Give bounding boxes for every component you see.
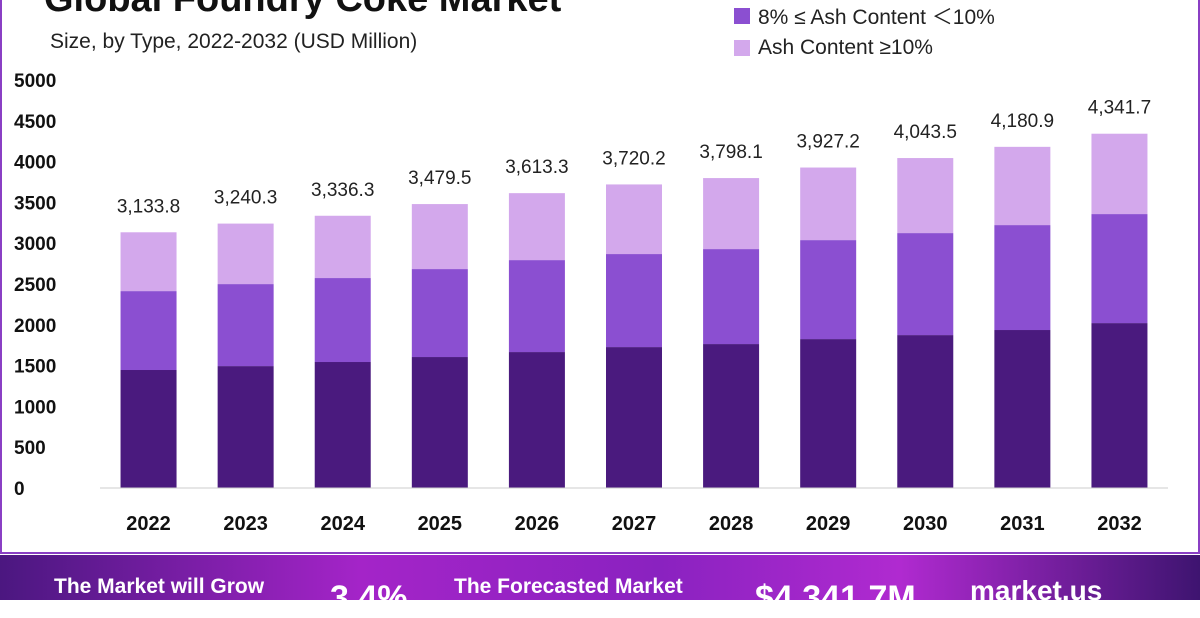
total-label: 4,341.7 [1088,98,1151,119]
bar-segment-2 [508,193,565,261]
total-label: 3,613.3 [505,157,568,178]
legend-label: Ash Content ≥10% [758,36,933,59]
chart-subtitle: Size, by Type, 2022-2032 (USD Million) [50,30,418,53]
bar-segment-0 [800,339,857,488]
bar-segment-1 [606,254,662,348]
y-tick-label: 0 [14,479,25,500]
bar-segment-0 [217,366,274,488]
chart-plot: 0 500 1000 1500 2000 2500 3000 3500 4000 4500 5000… [14,71,1168,535]
bar-segment-0 [606,347,662,488]
bar-segment-1 [703,249,760,345]
bar-segment-2 [897,158,954,234]
bar-segment-2 [411,204,468,270]
bar-segment-2 [703,178,760,250]
x-tick-label: 2027 [612,513,657,535]
legend-swatch [734,8,750,24]
bar-segment-0 [703,344,760,488]
y-tick-label: 2000 [14,316,56,337]
bar-segment-0 [508,352,565,488]
bar-segment-2 [314,215,371,279]
total-label: 3,336.3 [311,180,374,201]
bar-segment-1 [994,225,1051,331]
y-tick-label: 500 [14,438,46,459]
total-label: 3,133.8 [117,196,180,217]
x-tick-label: 2030 [903,513,948,535]
bar-segment-1 [897,233,954,336]
y-tick-label: 1000 [14,397,56,418]
y-tick-label: 5000 [14,71,56,92]
footer-banner: The Market will Grow 3.4% The Forecasted… [0,555,1200,617]
bar-segment-0 [994,330,1051,488]
y-tick-label: 2500 [14,275,56,296]
total-label: 3,720.2 [602,148,665,169]
total-label: 3,798.1 [699,142,762,163]
bar-segment-2 [217,223,274,285]
bar-segment-0 [897,335,954,488]
bar-segment-1 [508,260,565,353]
legend-item: Ash Content ≥10% [734,32,995,64]
bar-segment-2 [1091,133,1148,215]
grow-text: The Market will Grow [54,575,265,598]
bar-segment-2 [800,167,857,241]
bar-segment-0 [411,357,468,488]
legend-label: 8% ≤ Ash Content ＜10% [758,6,995,29]
y-tick-label: 3000 [14,234,56,255]
x-tick-label: 2024 [320,513,365,535]
x-tick-label: 2028 [709,513,754,535]
bar-segment-2 [606,184,662,255]
x-tick-label: 2031 [1000,513,1045,535]
bar-segment-1 [800,240,857,340]
y-tick-label: 4500 [14,112,56,133]
bar-segment-2 [120,232,177,292]
bar-segment-0 [120,370,177,488]
total-label: 3,479.5 [408,168,471,189]
chart-title: Global Foundry Coke Market [44,0,561,21]
cagr-value: 3.4% [330,579,408,617]
legend-item: 8% ≤ Ash Content ＜10% [734,0,995,32]
x-tick-label: 2022 [126,513,171,535]
y-tick-label: 1500 [14,357,56,378]
brand-logo: market.us [970,575,1103,606]
x-tick-label: 2023 [223,513,268,535]
total-label: 4,180.9 [991,111,1054,132]
total-label: 3,927.2 [796,132,859,153]
forecast-value: $4,341.7M [755,579,916,617]
legend: 8% ≤ Ash Content ＜10% Ash Content ≥10% [734,0,995,64]
bar-segment-0 [1091,323,1148,488]
x-tick-label: 2032 [1097,513,1142,535]
bar-segment-2 [994,146,1051,226]
y-tick-label: 4000 [14,153,56,174]
bar-segment-1 [411,269,468,358]
bar-segment-1 [314,278,371,363]
x-tick-label: 2025 [418,513,463,535]
forecast-text: The Forecasted Market [454,575,683,598]
bar-segment-1 [120,291,177,371]
bar-segment-1 [1091,214,1148,324]
y-tick-label: 3500 [14,193,56,214]
legend-swatch [734,40,750,56]
total-label: 4,043.5 [894,122,957,143]
bar-segment-0 [314,362,371,488]
x-tick-label: 2029 [806,513,851,535]
total-label: 3,240.3 [214,188,277,209]
x-tick-label: 2026 [515,513,560,535]
bar-segment-1 [217,284,274,367]
